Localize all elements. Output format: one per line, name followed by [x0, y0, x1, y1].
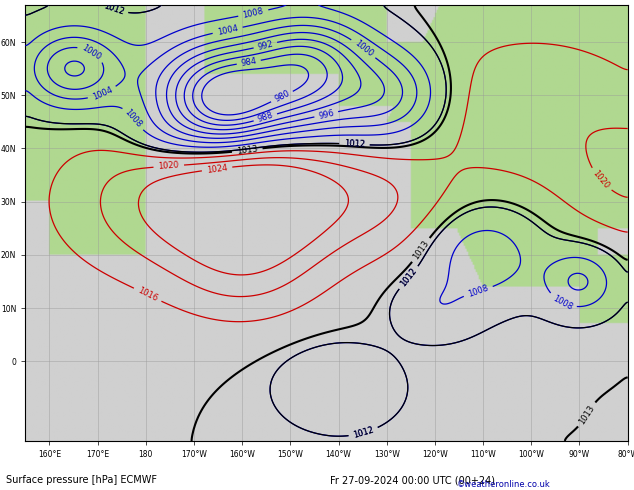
Text: 1013: 1013 — [236, 145, 258, 156]
Text: 1016: 1016 — [136, 286, 159, 303]
Text: 1004: 1004 — [216, 24, 239, 37]
Text: 1004: 1004 — [91, 85, 113, 102]
Text: Fr 27-09-2024 00:00 UTC (00+24): Fr 27-09-2024 00:00 UTC (00+24) — [330, 475, 495, 485]
Text: 1012: 1012 — [352, 425, 375, 440]
Text: 1000: 1000 — [353, 39, 375, 59]
Text: 992: 992 — [257, 39, 274, 51]
Text: ©weatheronline.co.uk: ©weatheronline.co.uk — [456, 480, 550, 489]
Text: 1012: 1012 — [102, 1, 125, 17]
Text: 1008: 1008 — [123, 108, 144, 129]
Text: 1012: 1012 — [344, 139, 365, 149]
Text: 1008: 1008 — [551, 294, 574, 312]
Text: 980: 980 — [273, 89, 291, 104]
Text: 1008: 1008 — [467, 284, 489, 299]
Text: 1020: 1020 — [158, 161, 179, 171]
Text: 1000: 1000 — [81, 43, 103, 62]
Text: 988: 988 — [256, 111, 275, 124]
Text: 1012: 1012 — [352, 425, 375, 440]
Text: Surface pressure [hPa] ECMWF: Surface pressure [hPa] ECMWF — [6, 475, 157, 485]
Text: 1024: 1024 — [206, 163, 228, 174]
Text: 1013: 1013 — [578, 403, 597, 426]
Text: 1012: 1012 — [399, 267, 419, 289]
Text: 996: 996 — [318, 108, 335, 121]
Text: 1008: 1008 — [242, 6, 264, 20]
Text: 1013: 1013 — [411, 239, 430, 261]
Text: 1020: 1020 — [590, 169, 611, 191]
Text: 1012: 1012 — [102, 1, 125, 17]
Text: 1012: 1012 — [399, 267, 419, 289]
Text: 1012: 1012 — [344, 139, 365, 149]
Text: 984: 984 — [240, 56, 257, 68]
